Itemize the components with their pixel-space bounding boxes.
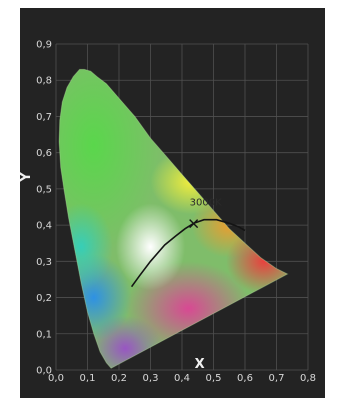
annotation-label: 3000K	[190, 198, 222, 209]
x-tick-label: 0,2	[111, 373, 127, 384]
x-tick-label: 0,4	[174, 373, 190, 384]
y-tick-label: 0,0	[36, 366, 52, 377]
y-tick-label: 0,5	[36, 184, 52, 195]
y-tick-label: 0,2	[36, 293, 52, 304]
y-tick-labels: 0,0 0,1 0,2 0,3 0,4 0,5 0,6 0,7 0,8 0,9	[36, 40, 52, 377]
cyan-region	[59, 203, 113, 291]
x-tick-label: 0,6	[237, 373, 253, 384]
y-axis-label: Y	[20, 172, 34, 183]
chart-panel: 3000K 0,0 0,1 0,2 0,3 0,4 0,5 0,6 0,7 0,8 0,0 0,1…	[20, 8, 325, 398]
x-tick-label: 0,8	[300, 373, 316, 384]
x-tick-labels: 0,0 0,1 0,2 0,3 0,4 0,5 0,6 0,7 0,8	[48, 373, 316, 384]
x-tick-label: 0,3	[143, 373, 159, 384]
y-tick-label: 0,7	[36, 112, 52, 123]
x-tick-label: 0,7	[269, 373, 285, 384]
x-axis-label: X	[195, 357, 205, 372]
x-tick-label: 0,0	[48, 373, 64, 384]
y-tick-label: 0,1	[36, 329, 52, 340]
planckian-locus-line	[130, 218, 246, 288]
y-tick-label: 0,9	[36, 40, 52, 51]
y-tick-label: 0,3	[36, 257, 52, 268]
y-tick-label: 0,4	[36, 221, 52, 232]
white-point-region	[115, 203, 186, 291]
x-tick-label: 0,5	[206, 373, 222, 384]
chromaticity-chart: 3000K 0,0 0,1 0,2 0,3 0,4 0,5 0,6 0,7 0,8 0,0 0,1…	[20, 40, 316, 385]
spectral-locus-outline	[58, 68, 289, 369]
y-tick-label: 0,6	[36, 148, 52, 159]
y-tick-label: 0,8	[36, 76, 52, 87]
x-tick-label: 0,1	[80, 373, 96, 384]
annotation-marker-stroke	[189, 219, 199, 229]
annotation-marker	[189, 219, 199, 229]
